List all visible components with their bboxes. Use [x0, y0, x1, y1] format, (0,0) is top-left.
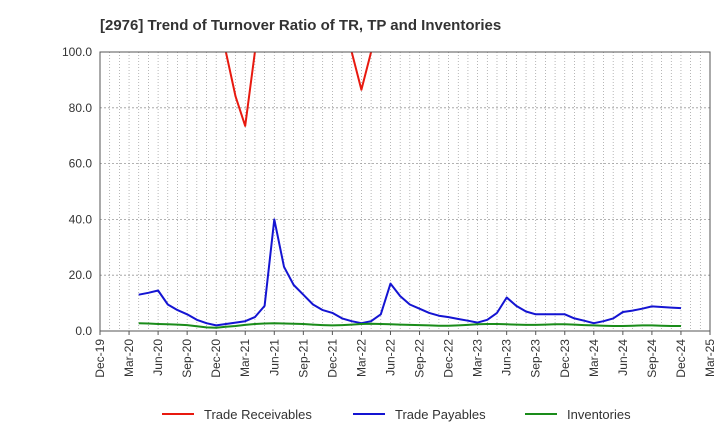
x-tick-label: Sep-21	[296, 339, 310, 378]
x-tick-label: Mar-23	[471, 339, 485, 377]
x-tick-label: Mar-25	[703, 339, 717, 377]
y-tick-label: 60.0	[69, 157, 93, 171]
x-tick-label: Dec-22	[442, 339, 456, 378]
x-tick-label: Jun-21	[267, 339, 281, 376]
x-tick-label: Jun-24	[616, 339, 630, 376]
x-tick-label: Dec-20	[209, 339, 223, 378]
x-tick-label: Jun-22	[383, 339, 397, 376]
y-tick-label: 20.0	[69, 268, 93, 282]
y-tick-label: 40.0	[69, 212, 93, 226]
x-tick-label: Sep-23	[529, 339, 543, 378]
series-line-inventories	[138, 322, 681, 329]
x-tick-label: Sep-24	[645, 339, 659, 378]
x-tick-label: Sep-22	[413, 339, 427, 378]
plot-border	[99, 51, 711, 332]
y-tick-label: 100.0	[62, 45, 92, 59]
series-line-trade-payables	[138, 218, 682, 327]
x-tick-label: Jun-23	[500, 339, 514, 376]
y-tick-label: 0.0	[75, 324, 92, 338]
x-tick-label: Dec-19	[93, 339, 107, 378]
chart-legend: Trade Receivables Trade Payables Inventori…	[162, 407, 631, 422]
series-line-trade-receivables	[350, 52, 373, 91]
plot-background	[100, 52, 710, 331]
legend-label: Trade Receivables	[204, 407, 312, 422]
x-tick-label: Dec-24	[674, 339, 688, 378]
chart-title: [2976] Trend of Turnover Ratio of TR, TP…	[100, 17, 501, 34]
x-tick-label: Jun-20	[151, 339, 165, 376]
y-tick-label: 80.0	[69, 101, 93, 115]
x-tick-label: Mar-24	[587, 339, 601, 377]
x-tick-label: Mar-20	[122, 339, 136, 377]
x-tick-label: Mar-22	[354, 339, 368, 377]
x-tick-label: Mar-21	[238, 339, 252, 377]
legend-label: Trade Payables	[395, 407, 486, 422]
x-tick-label: Dec-23	[558, 339, 572, 378]
plot-area: 0.0 20.0 40.0 60.0 80.0 100.0 Dec-19 Mar-20 Jun-…	[62, 45, 717, 378]
x-tick-label: Sep-20	[180, 339, 194, 378]
legend-label: Inventories	[567, 407, 631, 422]
x-tick-label: Dec-21	[325, 339, 339, 378]
series-line-trade-receivables	[224, 52, 256, 127]
